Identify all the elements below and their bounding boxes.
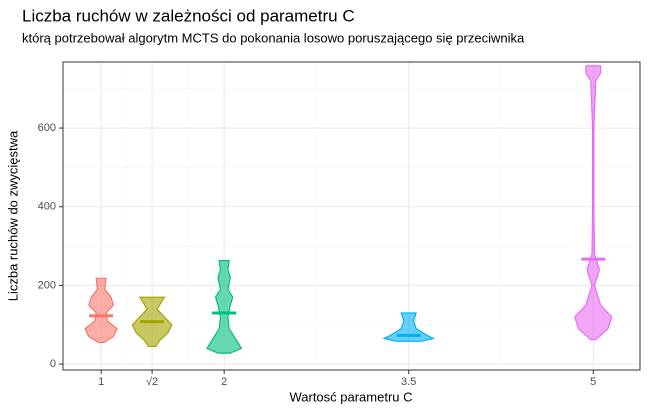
y-axis-title: Liczba ruchów do zwycięstwa <box>5 130 20 301</box>
y-tick-label: 200 <box>38 279 56 291</box>
chart-title: Liczba ruchów w zależności od parametru … <box>22 6 355 25</box>
y-tick-label: 600 <box>38 122 56 134</box>
violin <box>84 277 118 344</box>
violin <box>574 65 613 341</box>
x-tick-label: √2 <box>146 376 158 388</box>
panel-border <box>62 61 641 371</box>
x-tick-label: 5 <box>590 376 596 388</box>
y-tick-label: 400 <box>38 201 56 213</box>
x-tick-label: 2 <box>221 376 227 388</box>
y-tick-label: 0 <box>50 358 56 370</box>
violin <box>206 260 243 354</box>
x-axis-title: Wartosć parametru C <box>289 389 412 404</box>
chart-subtitle: którą potrzebował algorytm MCTS do pokon… <box>22 30 525 45</box>
x-tick-label: 1 <box>98 376 104 388</box>
x-tick-label: 3.5 <box>401 376 416 388</box>
violin <box>382 312 436 342</box>
